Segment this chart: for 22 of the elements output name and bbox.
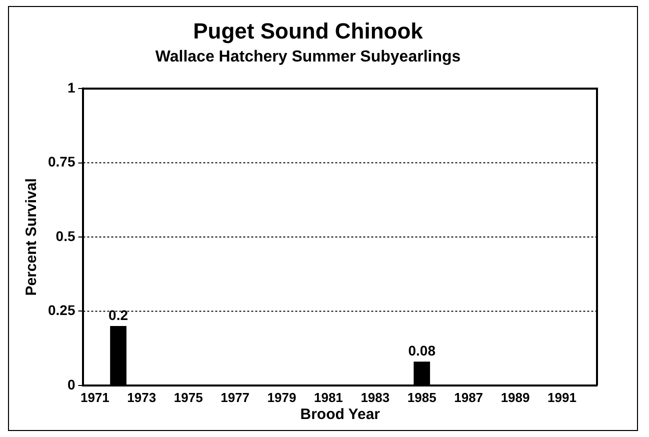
x-tick-label: 1975 bbox=[174, 390, 203, 405]
x-tick-label: 1971 bbox=[80, 390, 110, 405]
chart-title: Puget Sound Chinook bbox=[193, 18, 424, 44]
chart-subtitle: Wallace Hatchery Summer Subyearlings bbox=[155, 48, 461, 66]
x-tick-label: 1991 bbox=[548, 390, 576, 405]
y-tick-label: 1 bbox=[67, 79, 76, 96]
x-axis-title: Brood Year bbox=[300, 406, 380, 424]
data-label: 0.08 bbox=[408, 342, 436, 359]
data-label: 0.2 bbox=[108, 306, 128, 323]
x-tick-label: 1989 bbox=[500, 390, 530, 405]
x-tick-label: 1979 bbox=[267, 390, 296, 405]
x-tick-label: 1987 bbox=[454, 390, 484, 405]
x-tick-label: 1985 bbox=[407, 390, 436, 405]
y-tick-label: 0.5 bbox=[56, 228, 76, 244]
x-tick-label: 1977 bbox=[220, 390, 250, 405]
y-tick-label: 0 bbox=[67, 376, 76, 392]
y-tick-label: 0.75 bbox=[48, 154, 76, 170]
y-axis-title: Percent Survival bbox=[23, 178, 40, 296]
x-tick-label: 1973 bbox=[127, 390, 156, 405]
x-tick-label: 1981 bbox=[314, 390, 343, 405]
x-tick-label: 1983 bbox=[360, 390, 390, 405]
y-tick-label: 0.25 bbox=[48, 302, 76, 318]
